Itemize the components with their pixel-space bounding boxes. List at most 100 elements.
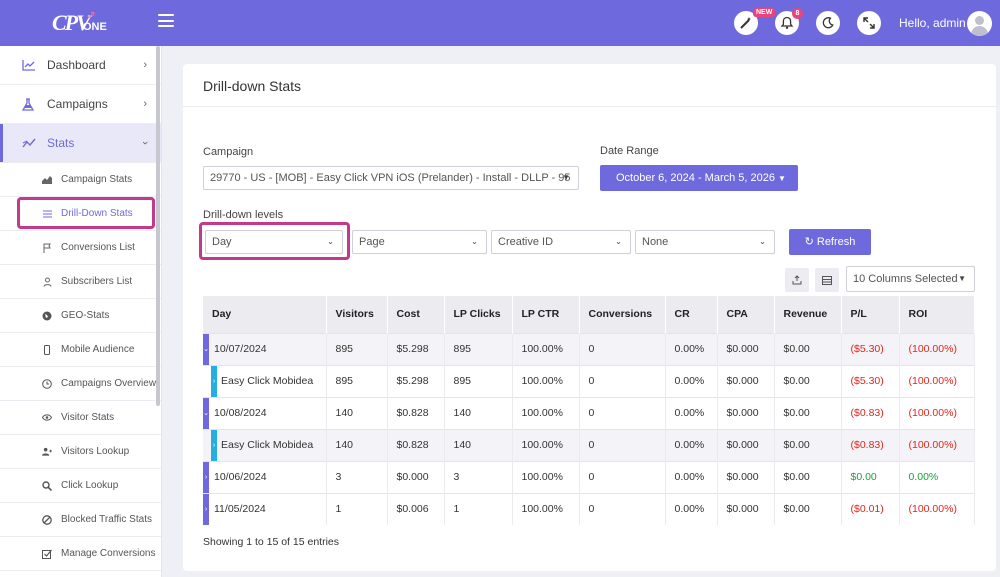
table-cell: (100.00%) bbox=[899, 332, 975, 365]
table-cell: 100.00% bbox=[512, 364, 580, 397]
table-cell: $0.828 bbox=[387, 428, 445, 461]
column-header-cost[interactable]: Cost bbox=[387, 296, 445, 333]
expand-toggle-icon[interactable]: › bbox=[211, 365, 217, 397]
column-header-revenue[interactable]: Revenue bbox=[774, 296, 842, 333]
column-header-pl[interactable]: P/L bbox=[841, 296, 900, 333]
table-cell: 140 bbox=[326, 428, 388, 461]
sidebar-item-campaigns[interactable]: Campaigns › bbox=[0, 85, 161, 124]
table-cell: ($0.83) bbox=[841, 428, 900, 461]
moon-icon bbox=[822, 17, 834, 29]
refresh-button[interactable]: ↻ Refresh bbox=[789, 229, 871, 255]
campaign-select[interactable]: 29770 - US - [MOB] - Easy Click VPN iOS … bbox=[203, 166, 579, 190]
sidebar-item-label: Drill-Down Stats bbox=[61, 208, 133, 219]
sidebar-item-label: Mobile Audience bbox=[61, 344, 135, 355]
column-header-visitors[interactable]: Visitors bbox=[326, 296, 388, 333]
table-cell: 140 bbox=[326, 396, 388, 429]
sidebar-item-subscribers-list[interactable]: Subscribers List bbox=[0, 265, 161, 299]
column-header-cpa[interactable]: CPA bbox=[717, 296, 775, 333]
level-1-select[interactable]: Day ⌄ bbox=[205, 230, 343, 254]
menu-toggle-icon[interactable] bbox=[158, 14, 174, 27]
notification-count-badge: 8 bbox=[792, 8, 803, 19]
sidebar-item-campaign-stats[interactable]: Campaign Stats bbox=[0, 163, 161, 197]
column-header-lp-ctr[interactable]: LP CTR bbox=[512, 296, 580, 333]
expand-toggle-icon[interactable]: › bbox=[203, 493, 209, 525]
sidebar-item-visitor-stats[interactable]: Visitor Stats bbox=[0, 401, 161, 435]
table-cell: (100.00%) bbox=[899, 492, 975, 525]
column-header-conversions[interactable]: Conversions bbox=[579, 296, 666, 333]
caret-down-icon: ▼ bbox=[958, 274, 966, 283]
fullscreen-button[interactable] bbox=[857, 11, 881, 35]
collapse-toggle-icon[interactable]: ⌄ bbox=[203, 397, 209, 429]
column-header-roi[interactable]: ROI bbox=[899, 296, 975, 333]
table-cell: $0.828 bbox=[387, 396, 445, 429]
table-cell-day: › Easy Click Mobidea bbox=[203, 364, 327, 397]
table-cell: 0 bbox=[579, 364, 666, 397]
column-header-lp-clicks[interactable]: LP Clicks bbox=[444, 296, 513, 333]
sidebar-item-geo-stats[interactable]: GEO-Stats bbox=[0, 299, 161, 333]
level-2-value: Page bbox=[359, 236, 385, 248]
logo-arrow-icon: ↗ bbox=[86, 8, 97, 22]
table-cell: (100.00%) bbox=[899, 396, 975, 429]
sidebar-item-dashboard[interactable]: Dashboard › bbox=[0, 46, 161, 85]
table-cell: $5.298 bbox=[387, 332, 445, 365]
trend-icon bbox=[22, 136, 36, 150]
table-cell-day: › 11/05/2024 bbox=[203, 492, 327, 525]
level-2-select[interactable]: Page ⌄ bbox=[352, 230, 487, 254]
sidebar-item-campaigns-overview[interactable]: Campaigns Overview bbox=[0, 367, 161, 401]
table-cell-day: › 10/06/2024 bbox=[203, 460, 327, 493]
table-info: Showing 1 to 15 of 15 entries bbox=[203, 536, 340, 548]
campaign-select-value: 29770 - US - [MOB] - Easy Click VPN iOS … bbox=[210, 172, 571, 184]
columns-button[interactable] bbox=[815, 268, 839, 292]
logo-text: CPV bbox=[52, 10, 91, 35]
refresh-label: Refresh bbox=[816, 236, 856, 248]
table-cell: 0 bbox=[579, 428, 666, 461]
table-cell: 100.00% bbox=[512, 428, 580, 461]
sidebar-item-click-lookup[interactable]: Click Lookup bbox=[0, 469, 161, 503]
table-cell: 895 bbox=[444, 364, 513, 397]
sidebar-item-conversions-list[interactable]: Conversions List bbox=[0, 231, 161, 265]
column-header-day[interactable]: Day bbox=[203, 296, 327, 333]
sidebar-item-stats[interactable]: Stats › bbox=[0, 124, 161, 163]
table-cell: 140 bbox=[444, 396, 513, 429]
column-header-cr[interactable]: CR bbox=[665, 296, 718, 333]
expand-toggle-icon[interactable]: › bbox=[211, 429, 217, 461]
logo-sub: ONE bbox=[83, 21, 107, 33]
table-cell: 3 bbox=[444, 460, 513, 493]
sidebar-item-label: Campaign Stats bbox=[61, 174, 133, 185]
level-3-select[interactable]: Creative ID ⌄ bbox=[491, 230, 631, 254]
sidebar-item-mobile-audience[interactable]: Mobile Audience bbox=[0, 333, 161, 367]
collapse-toggle-icon[interactable]: ⌄ bbox=[203, 333, 209, 365]
table-cell: 0.00% bbox=[665, 396, 718, 429]
table-cell: $0.000 bbox=[717, 428, 775, 461]
sidebar-item-drill-down-stats[interactable]: Drill-Down Stats bbox=[0, 197, 161, 231]
sidebar-item-blocked-traffic-stats[interactable]: Blocked Traffic Stats bbox=[0, 503, 161, 537]
user-greeting[interactable]: Hello, admin bbox=[899, 16, 966, 30]
columns-selected-dropdown[interactable]: 10 Columns Selected ▼ bbox=[846, 266, 975, 292]
drill-down-levels-label: Drill-down levels bbox=[203, 209, 284, 221]
expand-icon bbox=[863, 17, 875, 29]
date-range-label: Date Range bbox=[600, 145, 659, 157]
sidebar-scrollbar[interactable] bbox=[156, 46, 160, 406]
table-row: › Easy Click Mobidea 895 $5.298 895 100.0… bbox=[203, 364, 975, 397]
logo[interactable]: CPV ↗ ONE bbox=[52, 8, 112, 38]
sidebar-item-label: Campaigns bbox=[47, 97, 108, 111]
sidebar-item-visitors-lookup[interactable]: Visitors Lookup bbox=[0, 435, 161, 469]
sidebar-item-label: Stats bbox=[47, 136, 75, 150]
chevron-right-icon: › bbox=[143, 59, 147, 71]
level-4-select[interactable]: None ⌄ bbox=[635, 230, 775, 254]
mobile-icon bbox=[42, 344, 52, 355]
avatar[interactable] bbox=[967, 11, 992, 36]
sidebar-item-label: Blocked Traffic Stats bbox=[61, 514, 152, 525]
highlight-box bbox=[199, 222, 350, 260]
date-range-button[interactable]: October 6, 2024 - March 5, 2026 ▼ bbox=[600, 165, 798, 191]
sidebar-item-label: Manage Conversions bbox=[61, 548, 156, 559]
export-button[interactable] bbox=[785, 268, 809, 292]
dark-mode-button[interactable] bbox=[816, 11, 840, 35]
expand-toggle-icon[interactable]: › bbox=[203, 461, 209, 493]
sidebar-item-label: Click Lookup bbox=[61, 480, 119, 491]
table-cell: $0.000 bbox=[717, 460, 775, 493]
sidebar-item-manage-conversions[interactable]: Manage Conversions bbox=[0, 537, 161, 571]
table-cell: 0.00% bbox=[899, 460, 975, 493]
magic-wand-icon bbox=[740, 17, 751, 29]
table-cell: $0.000 bbox=[717, 492, 775, 525]
